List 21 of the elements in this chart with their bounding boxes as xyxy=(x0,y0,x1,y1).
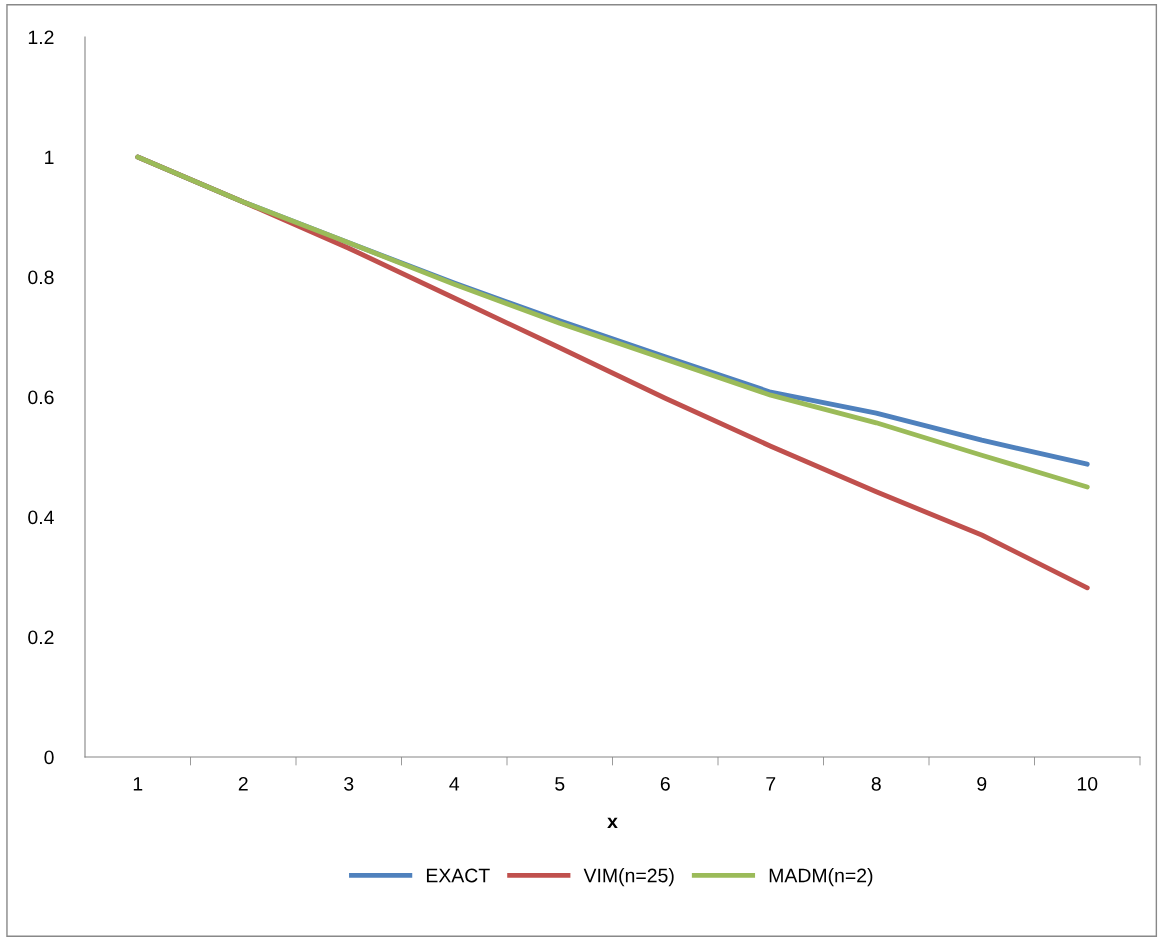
y-tick-label: 0.2 xyxy=(28,630,54,645)
y-tick-label: 0.8 xyxy=(28,270,54,285)
x-tick-label: 7 xyxy=(766,777,776,791)
y-tick-label: 1.2 xyxy=(28,30,54,45)
y-tick-label: 1 xyxy=(45,150,54,165)
legend-label: MADM(n=2) xyxy=(769,868,873,887)
y-tick-label: 0.6 xyxy=(28,390,54,405)
x-axis-title: x xyxy=(607,817,618,829)
x-tick-label: 10 xyxy=(1077,776,1098,791)
x-tick-label: 9 xyxy=(977,776,987,791)
legend-label: VIM(n=25) xyxy=(583,868,674,887)
x-tick-label: 2 xyxy=(238,776,248,791)
x-tick-label: 1 xyxy=(133,777,143,791)
x-tick-label: 3 xyxy=(344,776,354,791)
x-tick-label: 5 xyxy=(555,777,565,791)
legend-label: EXACT xyxy=(426,868,490,883)
x-tick-label: 8 xyxy=(871,776,881,791)
y-tick-label: 0.4 xyxy=(28,510,54,525)
y-tick-label: 0 xyxy=(44,750,54,765)
x-tick-label: 6 xyxy=(660,776,670,791)
x-tick-label: 4 xyxy=(449,777,460,791)
